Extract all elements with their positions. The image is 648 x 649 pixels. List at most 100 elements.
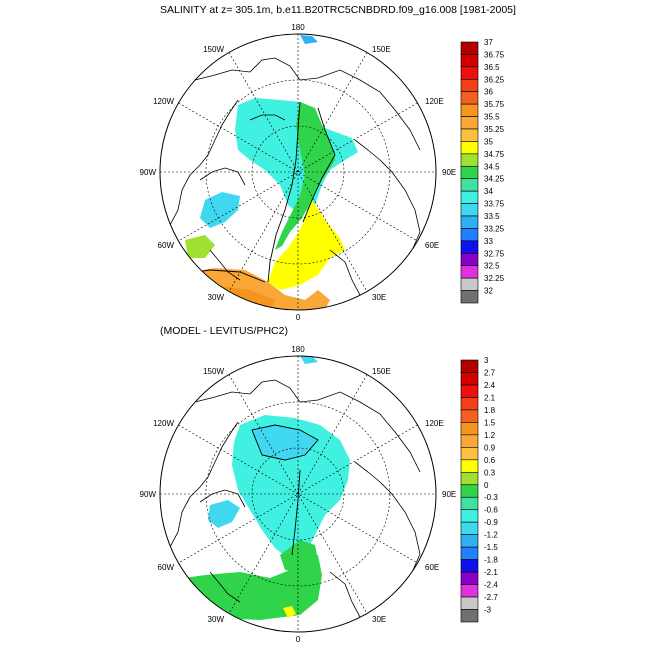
top-colorbar-label: 34 (484, 187, 493, 196)
bottom-panel-title: (MODEL - LEVITUS/PHC2) (160, 325, 288, 337)
top-map-border (159, 33, 437, 311)
top-colorbar-label: 36 (484, 88, 493, 97)
bottom-bering-fill (300, 356, 318, 364)
bottom-colorbar-label: -2.1 (484, 568, 498, 577)
top-colorbar-label: 32 (484, 287, 493, 296)
top-bering-fill (300, 35, 318, 44)
top-salinity-field (164, 35, 421, 310)
bottom-colorbar-swatch (460, 409, 479, 423)
bottom-colorbar-label: -1.5 (484, 543, 498, 552)
top-colorbar-swatch (460, 78, 479, 93)
top-colorbar-label: 37 (484, 38, 493, 47)
top-graticule (160, 34, 436, 310)
top-colorbar-label: 33.75 (484, 200, 505, 209)
bottom-colorbar-swatch (460, 534, 479, 548)
top-colorbar-label: 35.25 (484, 125, 505, 134)
top-colorbar-swatch (460, 103, 479, 117)
top-colorbar-swatch (460, 252, 479, 267)
bottom-contours (251, 424, 319, 556)
top-panel-title: SALINITY at z= 305.1m, b.e11.B20TRC5CNBD… (160, 4, 516, 16)
top-lon-90w: 90W (140, 168, 157, 177)
bottom-graticule (160, 356, 436, 632)
bottom-colorbar-label: 2.4 (484, 381, 496, 390)
top-colorbar-swatch (460, 116, 479, 130)
top-colorbar-label: 33.25 (484, 224, 505, 233)
bottom-colorbar-swatch (460, 397, 479, 411)
bottom-lon-180: 180 (291, 345, 305, 354)
top-colorbar-swatch (460, 240, 479, 254)
bottom-colorbar-swatch (460, 546, 479, 560)
bottom-lon-60e: 60E (425, 563, 439, 572)
bottom-colorbar-swatch (460, 559, 479, 573)
bottom-colorbar-label: -2.7 (484, 593, 498, 602)
top-colorbar-label: 32.75 (484, 249, 505, 258)
top-lon-labels: 180 150E 120E 90E 60E 30E 0 30W 60W 90W … (140, 23, 457, 322)
top-colorbar-swatch (460, 290, 479, 304)
top-lon-0: 0 (296, 313, 301, 322)
bottom-colorbar-label: 0.6 (484, 456, 496, 465)
bottom-colorbar-swatch (460, 484, 479, 498)
top-colorbar-label: 32.5 (484, 262, 500, 271)
top-colorbar-swatch (460, 128, 479, 142)
top-baffin-fill (200, 192, 240, 228)
bottom-colorbar-label: 3 (484, 356, 489, 365)
bottom-colorbar-label: -0.3 (484, 493, 498, 502)
bottom-colorbar-label: 2.7 (484, 368, 496, 377)
top-colorbar: 37 36.75 36.5 36.25 36 35.75 35.5 35.25 35 34.75 3… (460, 38, 505, 304)
bottom-lon-labels: 180 150E 120E 90E 60E 30E 0 30W 60W 90W … (140, 345, 457, 644)
bottom-colorbar-label: 0.9 (484, 443, 496, 452)
top-lon-30w: 30W (208, 293, 225, 302)
top-colorbar-label: 34.25 (484, 175, 505, 184)
top-lon-150w: 150W (203, 45, 224, 54)
bottom-polar-map: 180 150E 120E 90E 60E 30E 0 30W 60W 90W … (140, 345, 457, 644)
bottom-lon-120w: 120W (153, 419, 174, 428)
bottom-colorbar-swatch (460, 372, 479, 386)
bottom-lon-150w: 150W (203, 367, 224, 376)
bottom-colorbar-label: -0.6 (484, 506, 498, 515)
top-lon-60e: 60E (425, 241, 439, 250)
bottom-colorbar-swatch (460, 471, 479, 486)
bottom-colorbar-label: -1.8 (484, 556, 498, 565)
bottom-lon-90w: 90W (140, 490, 157, 499)
bottom-colorbar-swatch (460, 596, 479, 610)
bottom-colorbar-swatch (460, 447, 479, 461)
bottom-cyan-core (252, 425, 318, 460)
top-colorbar-label: 33 (484, 237, 493, 246)
top-colorbar-swatch (460, 41, 479, 55)
bottom-colorbar-swatch (460, 384, 479, 398)
bottom-colorbar-swatch (460, 521, 479, 535)
top-lon-30e: 30E (372, 293, 386, 302)
bottom-lon-0: 0 (296, 635, 301, 644)
top-colorbar-swatch (460, 203, 479, 217)
bottom-colorbar-label: 0.3 (484, 468, 496, 477)
top-lon-120w: 120W (153, 97, 174, 106)
bottom-colorbar-swatch (460, 584, 479, 598)
bottom-colorbar-label: -2.4 (484, 581, 498, 590)
bottom-colorbar-swatch (460, 509, 479, 523)
bottom-lon-150e: 150E (372, 367, 391, 376)
bottom-colorbar-swatch (460, 609, 479, 623)
top-colorbar-swatch (460, 91, 479, 105)
top-colorbar-swatch (460, 215, 479, 229)
bottom-colorbar-label: -1.2 (484, 531, 498, 540)
bottom-difference-field (164, 356, 421, 631)
bottom-colorbar-label: -3 (484, 606, 492, 615)
top-colorbar-swatch (460, 66, 479, 80)
top-colorbar-label: 32.25 (484, 274, 505, 283)
bottom-colorbar-swatch (460, 359, 479, 373)
top-lon-60w: 60W (158, 241, 175, 250)
bottom-lon-90e: 90E (442, 490, 456, 499)
top-lon-150e: 150E (372, 45, 391, 54)
bottom-colorbar-swatch (460, 571, 479, 585)
top-colorbar-swatch (460, 228, 479, 242)
bottom-map-border (159, 355, 437, 633)
bottom-lon-120e: 120E (425, 419, 444, 428)
bottom-colorbar: 3 2.7 2.4 2.1 1.8 1.5 1.2 0.9 0.6 0.3 0 -0.3 -0.6 -0.… (460, 356, 498, 623)
top-colorbar-label: 36.25 (484, 75, 505, 84)
top-colorbar-swatch (460, 190, 479, 204)
top-labrador-fill (185, 235, 215, 258)
bottom-colorbar-label: 2.1 (484, 393, 496, 402)
bottom-lon-30w: 30W (208, 615, 225, 624)
top-lon-120e: 120E (425, 97, 444, 106)
